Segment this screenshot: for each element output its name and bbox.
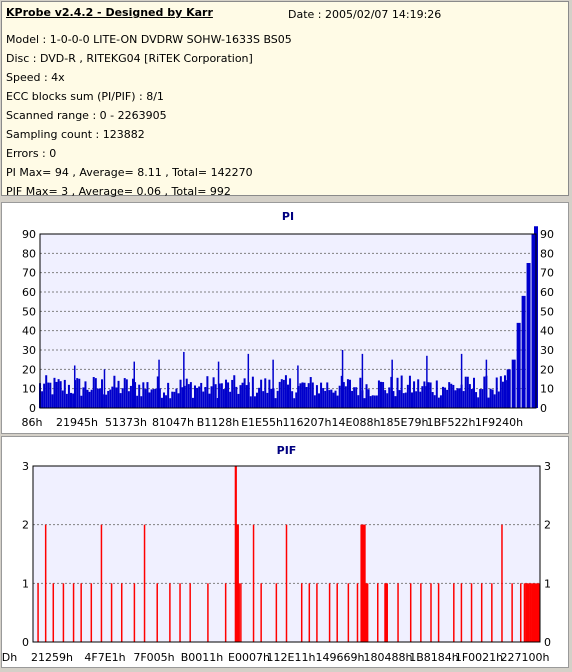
y-tick-label-right: 10 (540, 383, 554, 396)
ecc-line: ECC blocks sum (PI/PIF) : 8/1 (6, 90, 164, 103)
x-tick-label: B1128h (197, 416, 240, 429)
plot-area (40, 234, 536, 408)
x-tick-label: 51373h (105, 416, 147, 429)
x-tick-label: B0011h (181, 651, 224, 664)
y-tick-label-right: 3 (544, 460, 551, 473)
pif-summary-line: PIF Max= 3 , Average= 0.06 , Total= 992 (6, 185, 231, 198)
errors-line: Errors : 0 (6, 147, 57, 160)
y-tick-label-left: 80 (22, 247, 36, 260)
x-tick-label: 116207h (283, 416, 332, 429)
x-tick-label: 149669h (316, 651, 365, 664)
y-tick-label-right: 40 (540, 325, 554, 338)
chart-title: PI (282, 210, 294, 223)
y-tick-label-left: 40 (22, 325, 36, 338)
chart-title: PIF (277, 444, 297, 457)
y-tick-label-left: 50 (22, 305, 36, 318)
y-tick-label-right: 1 (544, 577, 551, 590)
y-tick-label-left: 60 (22, 286, 36, 299)
x-tick-label: 14E088h (332, 416, 381, 429)
x-tick-label: 1F0021h (455, 651, 503, 664)
model-line: Model : 1-0-0-0 LITE-ON DVDRW SOHW-1633S… (6, 33, 292, 46)
y-tick-label-right: 2 (544, 519, 551, 532)
x-tick-label: 7F005h (133, 651, 174, 664)
y-tick-label-right: 90 (540, 228, 554, 241)
y-tick-label-left: 30 (22, 344, 36, 357)
y-tick-label-left: 70 (22, 267, 36, 280)
x-tick-label: 1B8184h (409, 651, 459, 664)
y-tick-label-right: 30 (540, 344, 554, 357)
y-tick-label-right: 50 (540, 305, 554, 318)
disc-line: Disc : DVD-R , RITEKG04 [RiTEK Corporati… (6, 52, 253, 65)
pif-chart: PIF 0 0 1 1 2 2 3 3 1Dh 21259h 4F7E1h 7F005h B0011h E0… (0, 444, 551, 664)
speed-line: Speed : 4x (6, 71, 65, 84)
y-tick-label-left: 2 (22, 519, 29, 532)
y-tick-label-left: 0 (29, 402, 36, 415)
pif-chart-panel: PIF 0 0 1 1 2 2 3 3 1Dh 21259h 4F7E1h 7F005h B0011h E0… (0, 436, 569, 668)
x-tick-label: E0007h (228, 651, 270, 664)
x-tick-label: 86h (22, 416, 43, 429)
y-tick-label-right: 70 (540, 267, 554, 280)
range-line: Scanned range : 0 - 2263905 (6, 109, 167, 122)
pi-summary-line: PI Max= 94 , Average= 8.11 , Total= 1422… (6, 166, 253, 179)
x-tick-label: 21945h (56, 416, 98, 429)
y-tick-label-left: 0 (22, 636, 29, 649)
sampling-line: Sampling count : 123882 (6, 128, 145, 141)
x-tick-label: 227100h (501, 651, 550, 664)
y-tick-label-left: 10 (22, 383, 36, 396)
y-tick-label-right: 0 (540, 402, 547, 415)
y-tick-label-right: 60 (540, 286, 554, 299)
info-panel: KProbe v2.4.2 - Designed by Karr Date : … (1, 1, 569, 198)
plot-border (32, 465, 541, 643)
y-tick-label-left: 1 (22, 577, 29, 590)
y-tick-label-left: 90 (22, 228, 36, 241)
y-tick-label-left: 3 (22, 460, 29, 473)
scan-date: Date : 2005/02/07 14:19:26 (288, 8, 442, 21)
x-tick-label: 180488h (364, 651, 413, 664)
plot-border (39, 233, 537, 409)
x-tick-label: 185E79h (380, 416, 429, 429)
y-tick-label-right: 80 (540, 247, 554, 260)
y-tick-label-right: 20 (540, 363, 554, 376)
x-tick-label: 81047h (152, 416, 194, 429)
app-title: KProbe v2.4.2 - Designed by Karr (6, 6, 213, 19)
x-tick-label: 112E11h (267, 651, 316, 664)
x-tick-label: 21259h (31, 651, 73, 664)
x-tick-label: 1F9240h (475, 416, 523, 429)
x-tick-label: E1E55h (241, 416, 283, 429)
pi-chart-panel: PI 0 0 10 10 20 20 30 30 40 40 50 50 60 60 70 70 80 80 90 90… (1, 202, 569, 434)
y-tick-label-left: 20 (22, 363, 36, 376)
x-tick-label: 1Dh (2, 651, 17, 664)
x-tick-label: 1BF522h (427, 416, 476, 429)
pi-chart: PI 0 0 10 10 20 20 30 30 40 40 50 50 60 60 70 70 80 80 90 90… (22, 210, 554, 429)
x-tick-label: 4F7E1h (84, 651, 125, 664)
y-tick-label-right: 0 (544, 636, 551, 649)
